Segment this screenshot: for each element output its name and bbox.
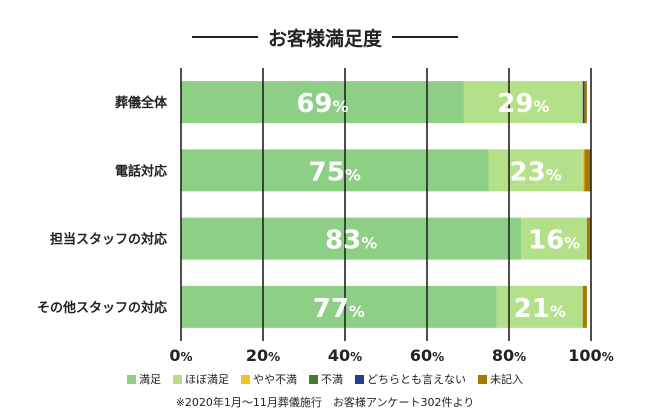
legend-label: どちらとも言えない [367, 373, 466, 386]
legend-label: ほぼ満足 [185, 373, 229, 386]
bar-segment [488, 149, 583, 192]
bar-segment [586, 217, 591, 260]
data-label: 69% [296, 89, 348, 119]
chart-title: お客様満足度 [267, 27, 382, 50]
category-label: 担当スタッフの対応 [50, 232, 167, 248]
x-tick-label: 60% [410, 346, 444, 365]
legend-label: 満足 [139, 373, 161, 386]
bar-segment [582, 149, 585, 192]
legend-swatch [127, 374, 136, 384]
data-label: 83% [325, 226, 377, 256]
data-label: 16% [528, 226, 580, 256]
legend-label: 不満 [321, 373, 343, 386]
chart-legend: 満足 ほぼ満足 やや不満 不満 どちらとも言えない 未記入 [0, 371, 650, 387]
x-tick-label: 40% [328, 346, 362, 365]
title-rule-right [392, 36, 458, 38]
chart-title-row: お客様満足度 [0, 20, 650, 54]
bar-segment [181, 217, 522, 260]
category-label: 電話対応 [115, 163, 167, 179]
footnote: ※2020年1月～11月葬儀施行 お客様アンケート302件より [175, 396, 475, 409]
bar-segment [181, 81, 464, 124]
x-tick-label: 100% [568, 346, 613, 365]
legend-item: 不満 [309, 371, 343, 387]
bar-segment [584, 81, 587, 124]
bar-segment [496, 285, 583, 328]
legend-item: 未記入 [478, 371, 523, 387]
legend-item: 満足 [127, 371, 161, 387]
data-label: 23% [510, 157, 562, 187]
bar-segment [584, 149, 591, 192]
legend-swatch [355, 374, 364, 384]
bar-segment [521, 217, 587, 260]
bar-segment [181, 149, 489, 192]
data-label: 75% [309, 157, 361, 187]
x-tick-label: 20% [246, 346, 280, 365]
legend-item: ほぼ満足 [173, 371, 229, 387]
legend-swatch [478, 374, 487, 384]
x-tick-label: 0% [169, 346, 192, 365]
category-label: 葬儀全体 [115, 95, 168, 111]
x-tick-label: 80% [492, 346, 526, 365]
data-label: 77% [313, 294, 365, 324]
data-label: 21% [514, 294, 566, 324]
legend-item: どちらとも言えない [355, 371, 466, 387]
legend-item: やや不満 [241, 371, 297, 387]
bar-segment [582, 81, 585, 124]
legend-swatch [309, 374, 318, 384]
legend-label: 未記入 [490, 373, 523, 386]
legend-label: やや不満 [253, 373, 297, 386]
bar-segment [463, 81, 583, 124]
data-label: 29% [497, 89, 549, 119]
bar-segment [181, 285, 497, 328]
legend-swatch [241, 374, 250, 384]
bar-segment [582, 285, 587, 328]
legend-swatch [173, 374, 182, 384]
category-label: その他スタッフの対応 [37, 300, 167, 316]
title-rule-left [191, 36, 258, 38]
